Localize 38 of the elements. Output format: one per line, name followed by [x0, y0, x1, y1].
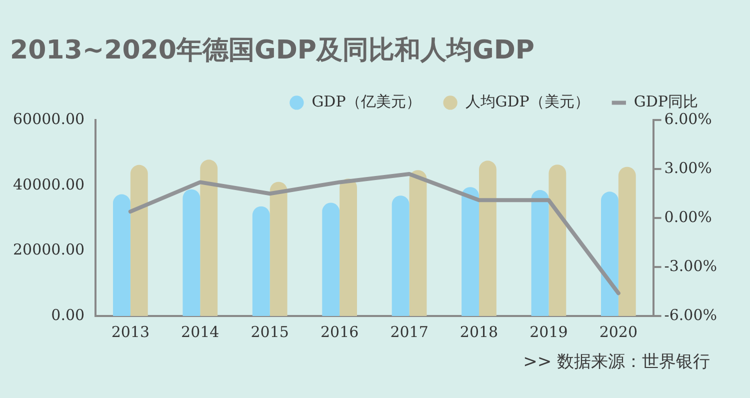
bar: [600, 192, 618, 316]
y-tick-label: 40000.00: [12, 175, 85, 194]
bar: [252, 206, 270, 316]
chart-title: 2013~2020年德国GDP及同比和人均GDP: [10, 35, 534, 66]
x-tick-label: 2015: [250, 322, 289, 341]
bar: [130, 164, 148, 316]
x-tick-label: 2016: [320, 322, 359, 341]
bar: [618, 166, 636, 316]
bar: [548, 164, 566, 316]
legend-label: GDP同比: [634, 92, 698, 111]
text: >> 数据来源：世界银行: [523, 351, 710, 373]
legend-label: GDP（亿美元）: [312, 92, 421, 111]
bar: [182, 189, 200, 316]
y2-tick-label: -6.00%: [664, 306, 718, 324]
bar: [113, 194, 130, 316]
x-tick-label: 2017: [390, 322, 428, 341]
x-tick-label: 2019: [530, 322, 568, 341]
y2-tick-label: -3.00%: [664, 256, 718, 275]
y-tick-label: 0.00: [51, 306, 85, 324]
y2-tick-label: 6.00%: [664, 110, 712, 128]
x-tick-label: 2013: [111, 322, 150, 341]
bar: [340, 178, 357, 316]
bar: [531, 190, 549, 316]
bar: [322, 202, 340, 316]
bar: [409, 170, 427, 316]
bar: [200, 160, 218, 316]
bar: [462, 187, 479, 316]
y2-tick-label: 3.00%: [664, 159, 712, 178]
y-tick-label: 20000.00: [12, 240, 85, 259]
bar: [392, 196, 410, 316]
y-tick-label: 60000.00: [12, 110, 85, 128]
bar: [270, 182, 288, 316]
y2-tick-label: 0.00%: [664, 208, 712, 226]
x-tick-label: 2018: [460, 322, 498, 341]
x-tick-label: 2014: [181, 322, 220, 341]
bar: [478, 160, 496, 316]
legend-label: 人均GDP（美元）: [465, 92, 590, 111]
x-tick-label: 2020: [599, 322, 638, 341]
